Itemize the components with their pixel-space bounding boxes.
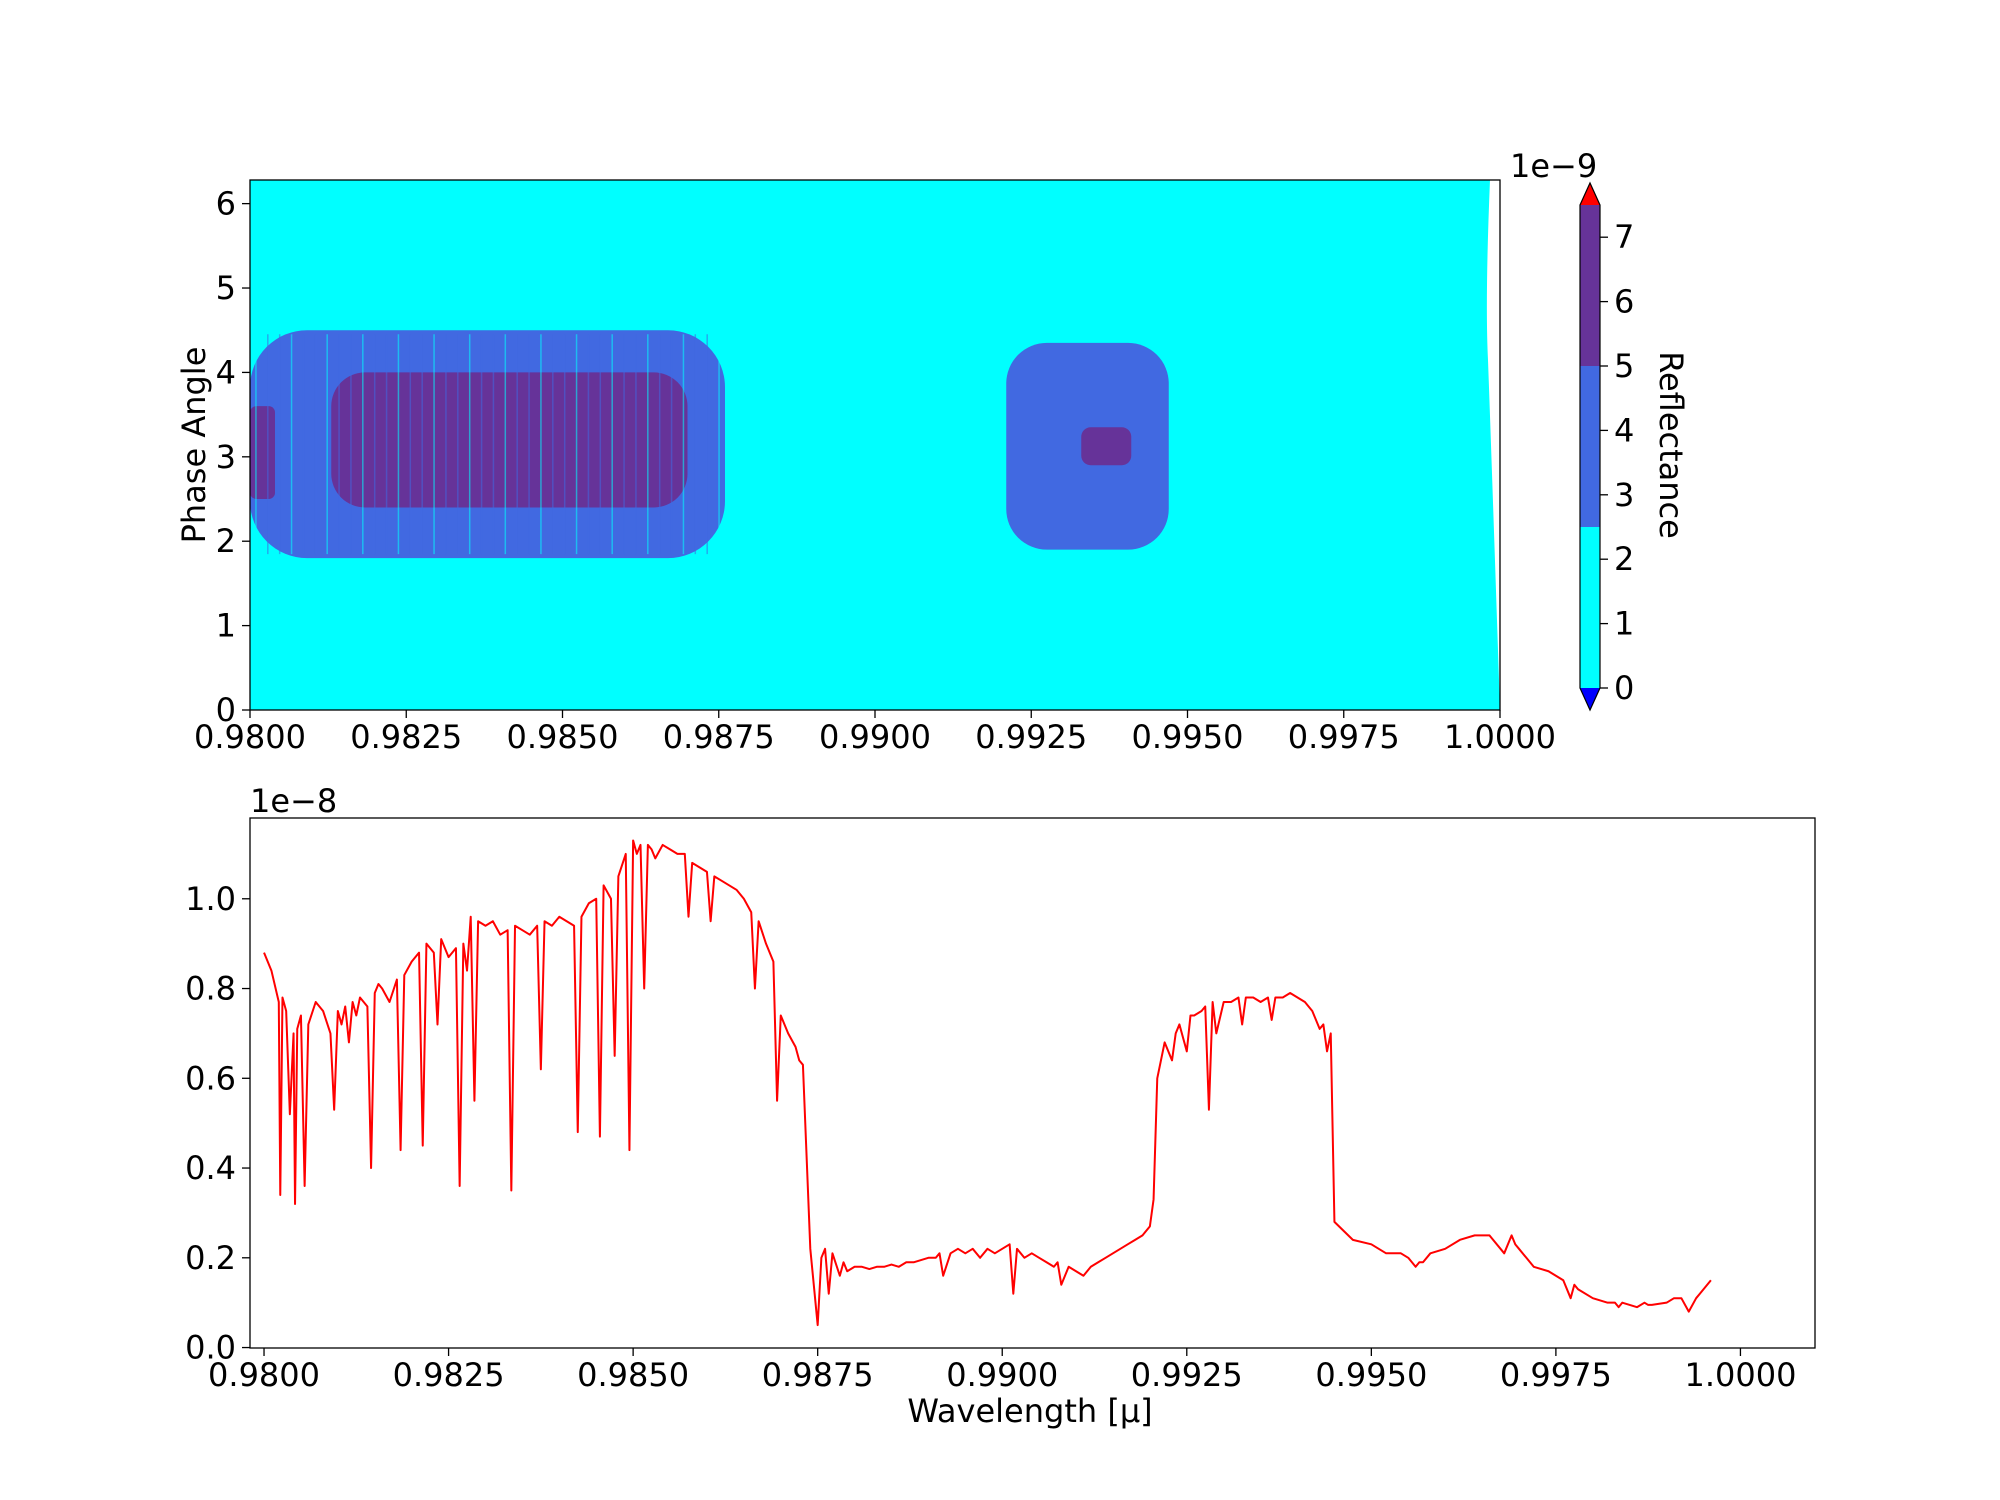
heatmap-x-tick-label: 0.9875	[663, 718, 775, 756]
heatmap-y-tick-label: 3	[216, 438, 236, 476]
line-x-tick-label: 0.9825	[393, 1356, 505, 1394]
heatmap-x-tick-label: 1.0000	[1444, 718, 1556, 756]
line-offset-text: 1e−8	[250, 782, 337, 820]
colorbar-extend-over	[1580, 183, 1600, 205]
colorbar-offset-text: 1e−9	[1510, 147, 1597, 185]
heatmap-y-tick-label: 1	[216, 607, 236, 645]
heatmap-x-axis: 0.9800 0.9825 0.9850 0.9875 0.9900 0.9925 0.99…	[194, 710, 1556, 756]
colorbar-tick-label: 2	[1614, 540, 1634, 578]
heatmap-x-tick-label: 0.9800	[194, 718, 306, 756]
heatmap-region-high-1	[250, 406, 275, 500]
heatmap-regions	[250, 180, 1500, 710]
heatmap-region-high-2	[331, 372, 688, 508]
colorbar-segment-mid	[1580, 366, 1600, 527]
heatmap-x-tick-label: 0.9925	[975, 718, 1087, 756]
heatmap-y-tick-label: 2	[216, 522, 236, 560]
line-plot-frame	[249, 817, 1816, 1349]
line-y-tick-label: 0.0	[185, 1329, 236, 1367]
heatmap-y-tick-label: 6	[216, 185, 236, 223]
heatmap-y-tick-label: 4	[216, 353, 236, 391]
line-x-tick-label: 0.9800	[208, 1356, 320, 1394]
line-x-axis: 0.9800 0.9825 0.9850 0.9875 0.9900 0.9925 0.99…	[208, 1348, 1796, 1394]
colorbar-tick-label: 5	[1614, 347, 1634, 385]
colorbar-tick-label: 1	[1614, 605, 1634, 643]
line-x-axis-label: Wavelength [μ]	[907, 1392, 1152, 1430]
line-x-tick-label: 0.9900	[946, 1356, 1058, 1394]
line-y-axis: 0.0 0.2 0.4 0.6 0.8 1.0	[185, 880, 250, 1367]
colorbar: 0 1 2 3 4 5 6 7 1e−9 Reflectance	[1510, 147, 1690, 712]
line-y-tick-label: 0.2	[185, 1239, 236, 1277]
line-y-tick-label: 0.8	[185, 970, 236, 1008]
colorbar-tick-label: 4	[1614, 411, 1634, 449]
heatmap-x-tick-label: 0.9900	[819, 718, 931, 756]
colorbar-tick-label: 0	[1614, 669, 1634, 707]
line-x-tick-label: 0.9925	[1131, 1356, 1243, 1394]
heatmap-y-axis: 0 1 2 3 4 5 6	[216, 185, 250, 729]
line-y-tick-label: 0.6	[185, 1059, 236, 1097]
reflectance-series-line	[263, 839, 1712, 1327]
heatmap-region-high-4	[1081, 427, 1132, 466]
heatmap-x-tick-label: 0.9975	[1288, 718, 1400, 756]
heatmap-panel: 0.9800 0.9825 0.9850 0.9875 0.9900 0.9925 0.99…	[175, 179, 1556, 756]
heatmap-x-tick-label: 0.9950	[1132, 718, 1244, 756]
colorbar-tick-label: 6	[1614, 283, 1634, 321]
colorbar-tick-label: 3	[1614, 476, 1634, 514]
colorbar-extend-under	[1580, 688, 1600, 710]
heatmap-y-tick-label: 0	[216, 691, 236, 729]
heatmap-y-tick-label: 5	[216, 269, 236, 307]
heatmap-unfilled-edge	[1486, 180, 1500, 710]
line-panel: 1e−8 0.9800 0.9825 0.9850 0.9875 0.9900 0.992…	[185, 782, 1816, 1430]
colorbar-segment-low	[1580, 527, 1600, 688]
colorbar-tick-label: 7	[1614, 218, 1634, 256]
line-x-tick-label: 0.9875	[762, 1356, 874, 1394]
heatmap-x-tick-label: 0.9825	[350, 718, 462, 756]
colorbar-label: Reflectance	[1652, 351, 1690, 539]
line-x-tick-label: 0.9850	[577, 1356, 689, 1394]
colorbar-segment-high	[1580, 205, 1600, 366]
line-x-tick-label: 1.0000	[1684, 1356, 1796, 1394]
line-x-tick-label: 0.9950	[1315, 1356, 1427, 1394]
line-x-tick-label: 0.9975	[1500, 1356, 1612, 1394]
line-y-tick-label: 0.4	[185, 1149, 236, 1187]
heatmap-x-tick-label: 0.9850	[507, 718, 619, 756]
line-y-tick-label: 1.0	[185, 880, 236, 918]
colorbar-ticks: 0 1 2 3 4 5 6 7	[1600, 218, 1634, 707]
heatmap-y-axis-label: Phase Angle	[175, 347, 213, 544]
